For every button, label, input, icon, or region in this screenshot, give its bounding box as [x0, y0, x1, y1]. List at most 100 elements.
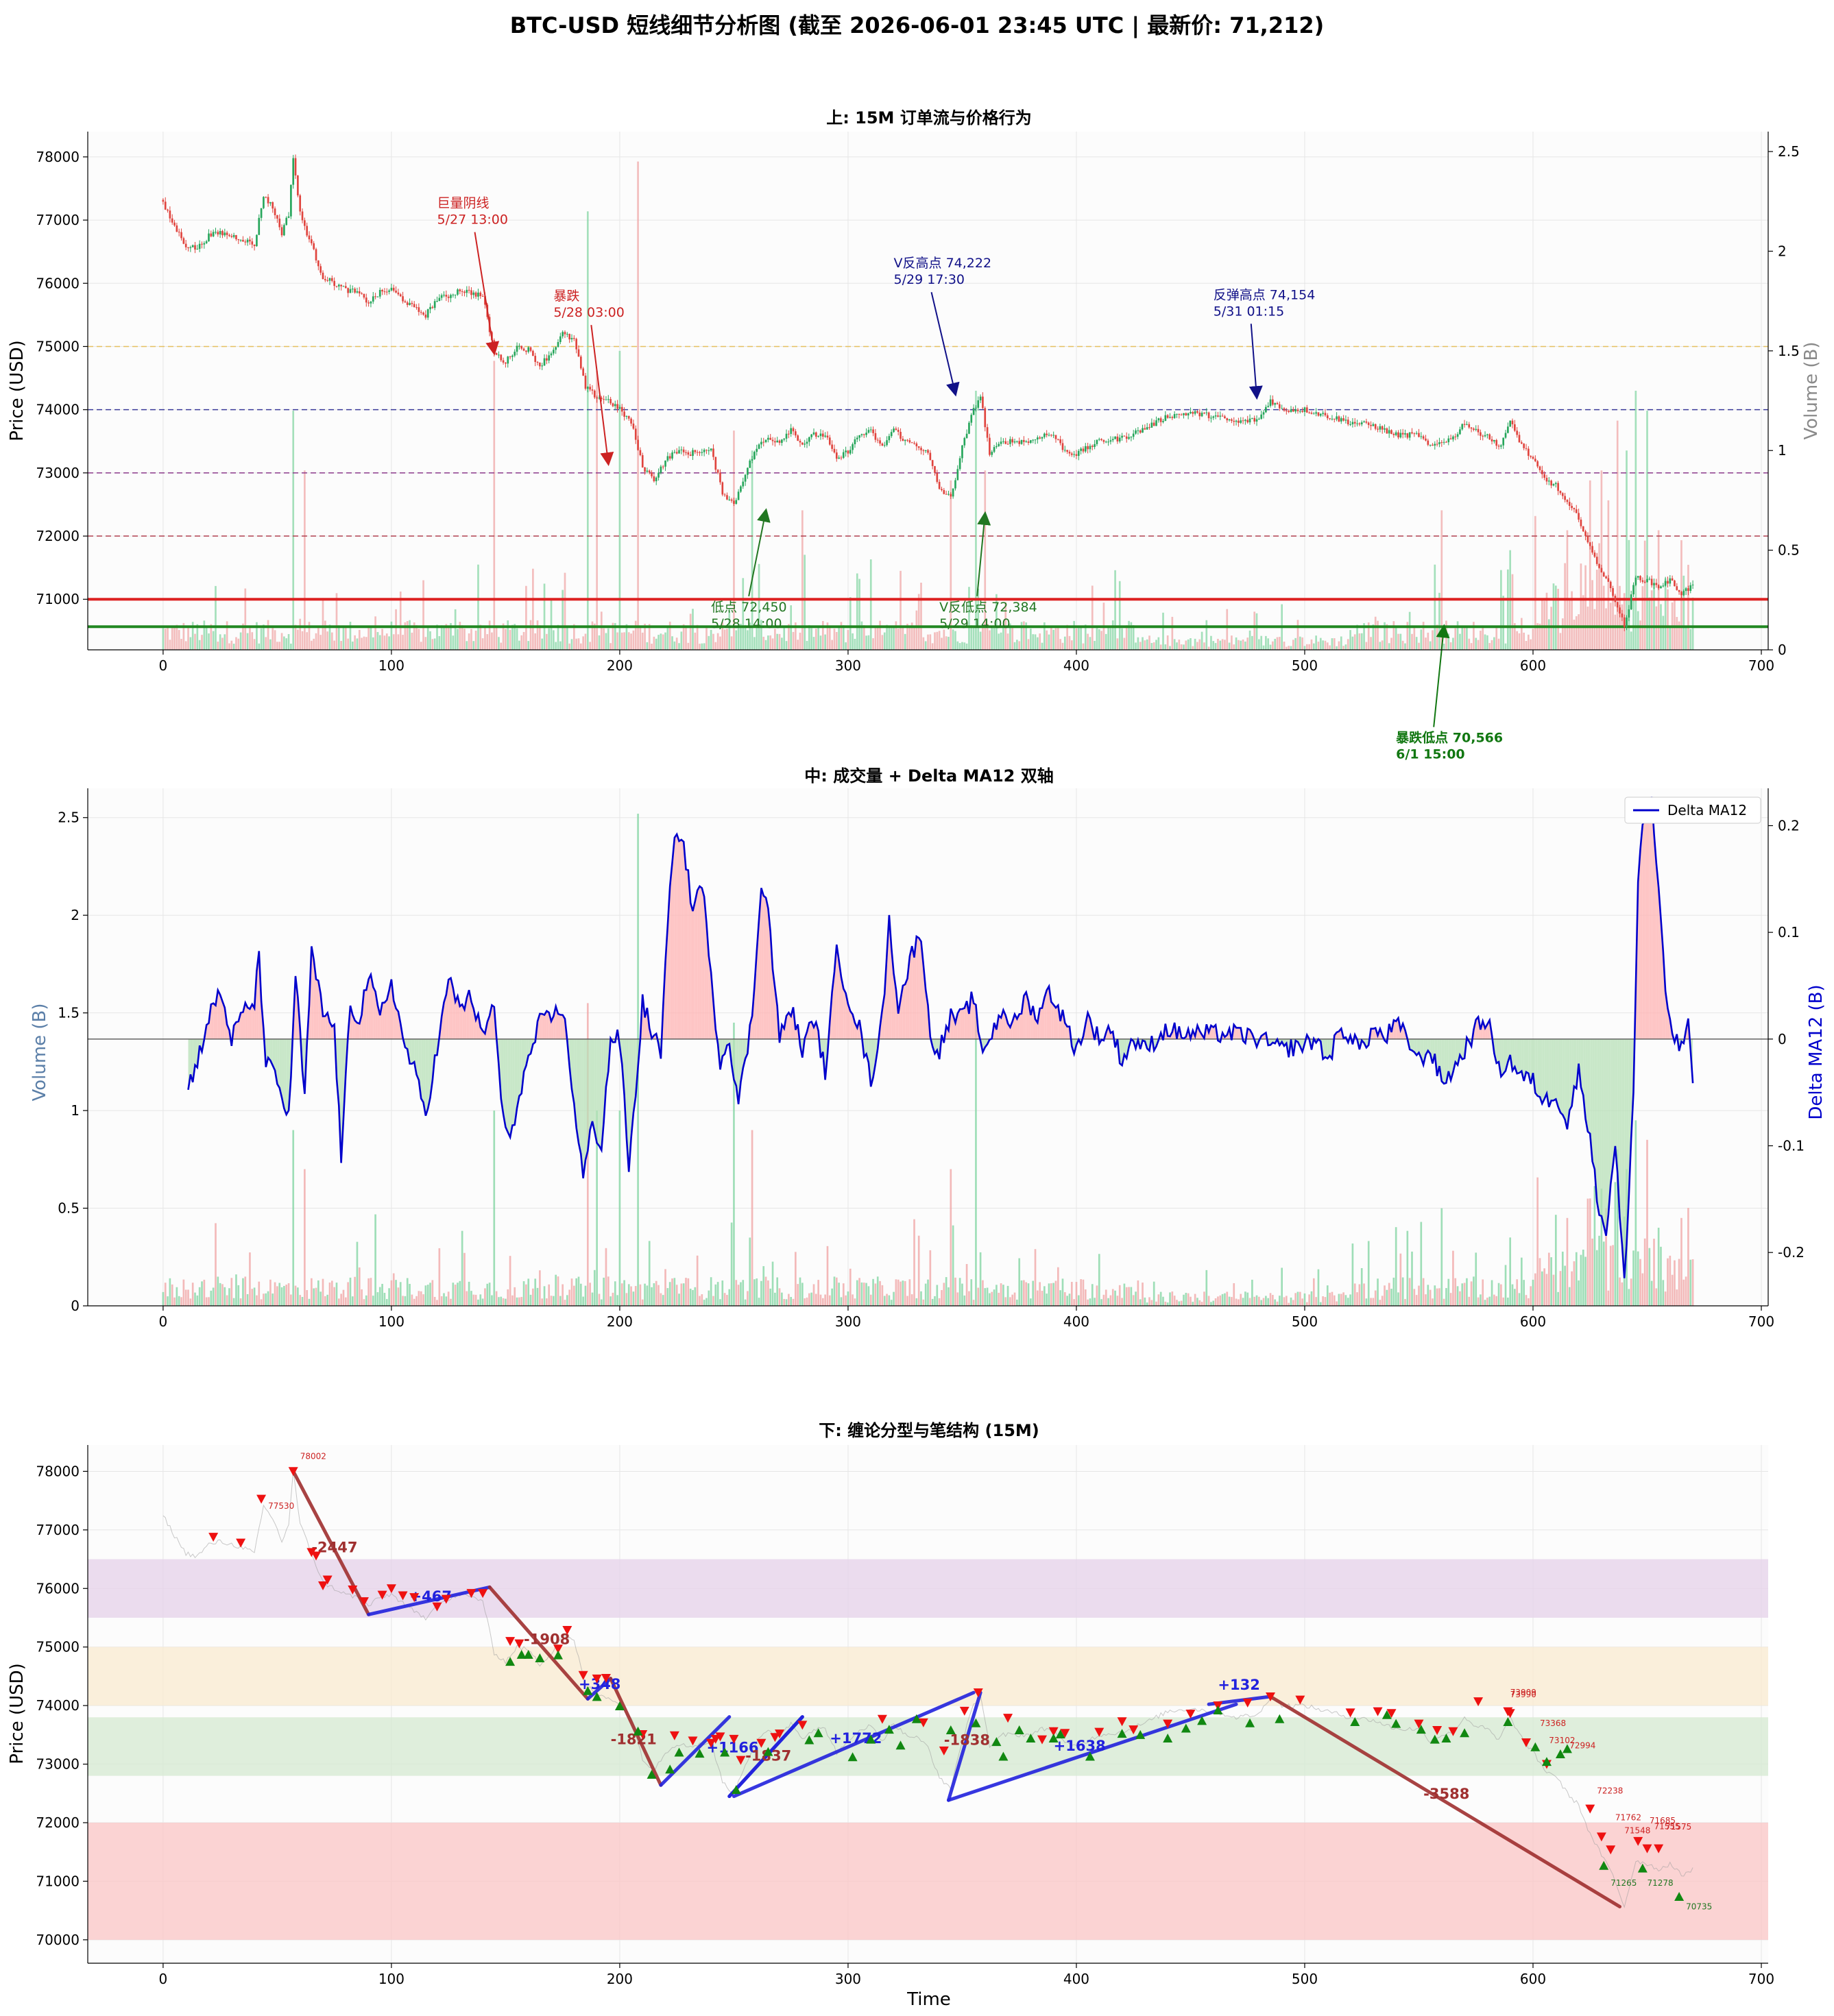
top-candle-body — [996, 446, 998, 448]
top-candle-body — [1415, 433, 1418, 434]
bottom-y-tick-label: 72000 — [36, 1814, 80, 1831]
delta-negative-fill — [416, 1039, 419, 1080]
top-volume-bar — [228, 643, 230, 650]
top-volume-bar — [1381, 640, 1384, 650]
delta-positive-fill — [1393, 1020, 1397, 1039]
top-volume-bar — [370, 627, 372, 650]
top-candle-body — [1509, 420, 1512, 427]
mid-volume-bar — [1111, 1289, 1114, 1306]
mid-volume-bar — [413, 1298, 415, 1306]
top-volume-bar — [212, 631, 215, 650]
top-y-tick-label: 75000 — [36, 338, 80, 354]
top-candle-body — [1452, 436, 1454, 439]
bottom-fractal-marker — [971, 1718, 981, 1727]
top-volume-bar — [1541, 598, 1543, 650]
mid-volume-bar — [1440, 1208, 1443, 1306]
top-candle-body — [1233, 420, 1235, 422]
mid-volume-bar — [824, 1294, 826, 1306]
mid-volume-bar — [392, 1273, 395, 1306]
mid-volume-bar — [1351, 1243, 1354, 1306]
bottom-x-tick-label: 0 — [159, 1971, 168, 1987]
top-volume-bar — [171, 627, 173, 650]
top-candle-body — [737, 491, 740, 500]
mid-volume-bar — [322, 1278, 324, 1306]
mid-volume-bar — [311, 1278, 313, 1306]
top-candle-body — [344, 286, 347, 289]
delta-negative-fill — [1530, 1039, 1533, 1084]
mid-volume-bar — [865, 1283, 867, 1306]
delta-positive-fill — [327, 1012, 330, 1039]
top-candle-body — [1401, 433, 1404, 435]
mid-volume-bar — [1445, 1288, 1447, 1306]
bi-change-label: -1838 — [944, 1732, 990, 1748]
delta-positive-fill — [967, 1001, 969, 1039]
top-volume-bar — [322, 598, 324, 650]
delta-positive-fill — [850, 1011, 853, 1039]
top-annotation-arrow — [474, 232, 500, 356]
top-volume-bar — [747, 630, 749, 650]
mid-volume-bar — [420, 1291, 422, 1306]
top-volume-bar — [1392, 621, 1395, 650]
top-candle-body — [1109, 440, 1112, 442]
top-candle-body — [1607, 578, 1610, 582]
top-candle-body — [612, 403, 614, 406]
mid-volume-bar — [948, 1287, 950, 1306]
mid-volume-bar — [751, 1130, 753, 1306]
mid-volume-bar — [1030, 1298, 1032, 1306]
mid-volume-bar — [1680, 1217, 1682, 1306]
delta-positive-fill — [448, 977, 451, 1039]
top-volume-bar — [191, 622, 194, 650]
fractal-price-label: 71278 — [1648, 1878, 1674, 1888]
top-volume-bar — [1628, 539, 1630, 650]
top-candle-body — [678, 450, 680, 454]
delta-negative-fill — [517, 1039, 520, 1108]
top-volume-bar — [491, 632, 493, 650]
top-volume-bar — [1054, 628, 1057, 650]
top-candle-body — [1105, 441, 1107, 443]
mid-panel-title: 中: 成交量 + Delta MA12 双轴 — [804, 766, 1053, 786]
mid-volume-bar — [178, 1296, 180, 1306]
top-candle-body — [657, 472, 660, 478]
figure-title: BTC-USD 短线细节分析图 (截至 2026-06-01 23:45 UTC… — [509, 12, 1325, 38]
top-candle-body — [1157, 418, 1160, 421]
top-candle-body — [184, 243, 187, 247]
mid-volume-bar — [1514, 1289, 1516, 1306]
top-volume-bar — [760, 620, 762, 650]
top-volume-bar — [989, 630, 991, 650]
mid-volume-bar — [945, 1277, 948, 1306]
top-volume-bar — [895, 621, 897, 650]
top-y-tick-label: 76000 — [36, 275, 80, 291]
top-volume-bar — [680, 631, 683, 650]
top-candle-body — [337, 284, 340, 287]
mid-volume-bar — [230, 1278, 233, 1306]
top-volume-bar — [232, 644, 235, 650]
mid-volume-bar — [1105, 1289, 1107, 1306]
top-volume-bar — [723, 629, 726, 650]
mid-volume-bar — [532, 1288, 534, 1306]
bottom-fractal-marker — [695, 1749, 705, 1758]
mid-volume-bar — [1586, 1198, 1589, 1306]
bottom-panel: Price (USD) Time 0 100 200 300 400 500 600 7007… — [7, 1421, 1774, 2010]
top-candle-body — [1367, 422, 1370, 425]
mid-volume-bar — [660, 1293, 662, 1306]
top-volume-bar — [852, 633, 854, 650]
top-candle-body — [1336, 416, 1338, 420]
mid-volume-bar — [472, 1294, 475, 1306]
top-y2-tick-label: 1 — [1778, 442, 1787, 459]
top-candle-body — [1589, 542, 1591, 546]
mid-volume-bar — [769, 1288, 772, 1306]
top-volume-bar — [694, 632, 697, 650]
bottom-fractal-marker — [731, 1785, 741, 1795]
top-candle-body — [753, 452, 756, 459]
bottom-fractal-marker — [911, 1714, 921, 1723]
top-candle-body — [1384, 428, 1386, 430]
top-volume-bar — [1013, 642, 1016, 650]
delta-positive-fill — [391, 979, 394, 1039]
top-volume-bar — [1408, 611, 1411, 650]
top-volume-bar — [1470, 643, 1473, 650]
fractal-price-label: 71685 — [1650, 1816, 1676, 1825]
top-volume-bar — [1342, 646, 1344, 650]
top-candle-body — [536, 362, 539, 363]
mid-volume-bar — [1619, 1277, 1621, 1306]
top-candle-body — [304, 220, 306, 226]
